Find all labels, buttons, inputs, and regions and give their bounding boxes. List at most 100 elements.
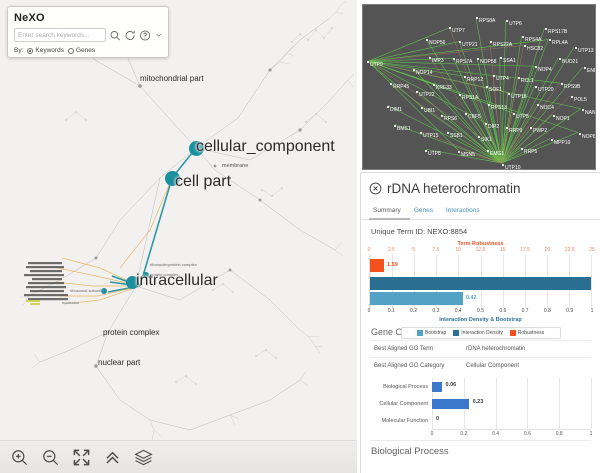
collapse-network-icon[interactable] (103, 448, 122, 467)
term-robustness-chart: Term Robustness 0 2.5 5 7.5 10 12.5 15 17.5 20 22… (368, 241, 595, 339)
gene-node[interactable] (433, 84, 436, 87)
gene-node[interactable] (425, 150, 428, 153)
gene-node[interactable] (493, 75, 496, 78)
gene-node[interactable] (441, 115, 444, 118)
gene-node[interactable] (420, 132, 423, 135)
gene-node[interactable] (522, 36, 525, 39)
gene-node[interactable] (549, 39, 552, 42)
gene-node[interactable] (453, 58, 456, 61)
zoom-in-icon[interactable] (10, 448, 29, 467)
gene-node[interactable] (561, 83, 564, 86)
detail-panel[interactable]: rDNA heterochromatin Summary Genes Inter… (360, 172, 600, 473)
ontology-tree-view[interactable]: cellular_component cell part intracellul… (0, 0, 357, 473)
gene-node[interactable] (465, 113, 468, 116)
search-by-row[interactable]: By: Keywords Genes (14, 47, 162, 54)
grid-line (495, 378, 497, 395)
chevron-down-icon[interactable] (155, 31, 162, 39)
axis-tick: 0.6 (523, 431, 531, 437)
gene-node[interactable] (508, 93, 511, 96)
search-row[interactable] (14, 28, 162, 42)
tab-summary[interactable]: Summary (369, 203, 410, 220)
tree-node-intracellular[interactable] (126, 276, 139, 289)
search-by-keywords[interactable]: Keywords (27, 47, 64, 54)
app-title: NeXO (14, 12, 45, 24)
gene-node[interactable] (476, 17, 479, 20)
fit-to-screen-icon[interactable] (72, 448, 91, 467)
grid-line (463, 378, 465, 395)
search-input[interactable] (14, 28, 106, 42)
gene-node[interactable] (449, 27, 452, 30)
gene-node[interactable] (530, 127, 533, 130)
grid-line (559, 378, 561, 395)
refresh-icon[interactable] (124, 29, 136, 42)
gene-node[interactable] (421, 107, 424, 110)
gene-node[interactable] (387, 106, 390, 109)
gene-node[interactable] (416, 91, 419, 94)
gene-node[interactable] (537, 104, 540, 107)
gene-node[interactable] (521, 148, 524, 151)
tree-toolbar[interactable] (0, 440, 357, 473)
gene-node[interactable] (390, 83, 393, 86)
gene-node[interactable] (524, 45, 527, 48)
gene-node[interactable] (506, 20, 509, 23)
legend-interaction-density: Interaction Density (453, 330, 503, 336)
gene-node[interactable] (571, 96, 574, 99)
gene-node[interactable] (459, 94, 462, 97)
gene-node[interactable] (582, 109, 585, 112)
gene-node[interactable] (367, 61, 370, 64)
gene-node[interactable] (518, 77, 521, 80)
help-icon[interactable] (139, 29, 151, 42)
gene-node[interactable] (413, 69, 416, 72)
robustness-bottom-axis: 0 0.1 0.2 0.3 0.4 0.5 0.6 0.7 0.8 0.9 1 (368, 308, 594, 316)
gene-node[interactable] (485, 123, 488, 126)
gene-node[interactable] (500, 57, 503, 60)
search-icon[interactable] (109, 29, 121, 42)
gene-node[interactable] (488, 104, 491, 107)
tree-node-cell-part[interactable] (165, 171, 180, 186)
gene-node[interactable] (429, 57, 432, 60)
gene-node[interactable] (447, 132, 450, 135)
gene-node[interactable] (464, 76, 467, 79)
tree-node-cellular-component[interactable] (189, 141, 204, 156)
gene-interaction-network[interactable]: UTP9 RPS8A UTP6 UTP7 RPS17B NOP56 UTP21 RPS22A R… (362, 4, 596, 170)
radio-keywords-icon[interactable] (27, 47, 34, 54)
gene-node[interactable] (394, 125, 397, 128)
table-row: Best Aligned GO Category Cellular Compon… (370, 357, 591, 374)
gene-node[interactable] (486, 86, 489, 89)
radio-genes-icon[interactable] (67, 47, 74, 54)
tab-interactions[interactable]: Interactions (445, 207, 480, 214)
close-circle-icon[interactable] (369, 182, 382, 195)
zoom-out-icon[interactable] (41, 448, 60, 467)
gene-node[interactable] (551, 139, 554, 142)
gene-node[interactable] (579, 133, 582, 136)
gene-node[interactable] (458, 151, 461, 154)
tree-node-cluster-b[interactable] (101, 288, 107, 294)
go-chart-rows: Biological Process 0.06 Cellular Component… (370, 378, 592, 429)
search-by-genes[interactable]: Genes (67, 47, 95, 54)
gene-node[interactable] (506, 127, 509, 130)
gene-node[interactable] (559, 58, 562, 61)
layers-icon[interactable] (134, 448, 153, 467)
gene-node[interactable] (477, 58, 480, 61)
gene-node[interactable] (513, 113, 516, 116)
axis-tick: 5 (412, 247, 415, 253)
tab-genes[interactable]: Genes (413, 207, 433, 214)
tree-canvas[interactable] (0, 0, 357, 473)
gene-node[interactable] (535, 86, 538, 89)
gene-node[interactable] (584, 67, 587, 70)
tree-node-cluster-a[interactable] (143, 272, 149, 278)
gene-node[interactable] (459, 41, 462, 44)
gene-node[interactable] (478, 136, 481, 139)
search-panel[interactable]: NeXO By: Keywords Genes (7, 6, 169, 58)
gene-node[interactable] (535, 66, 538, 69)
gene-node[interactable] (553, 115, 556, 118)
gene-node[interactable] (426, 39, 429, 42)
gene-node[interactable] (487, 150, 490, 153)
axis-tick: 0.7 (521, 308, 529, 314)
gene-node[interactable] (490, 41, 493, 44)
tab-bar[interactable]: Summary Genes Interactions (361, 203, 600, 220)
legend-bootstrap-swatch (416, 330, 423, 336)
gene-node[interactable] (545, 28, 548, 31)
gene-node[interactable] (502, 164, 505, 167)
gene-node[interactable] (575, 47, 578, 50)
